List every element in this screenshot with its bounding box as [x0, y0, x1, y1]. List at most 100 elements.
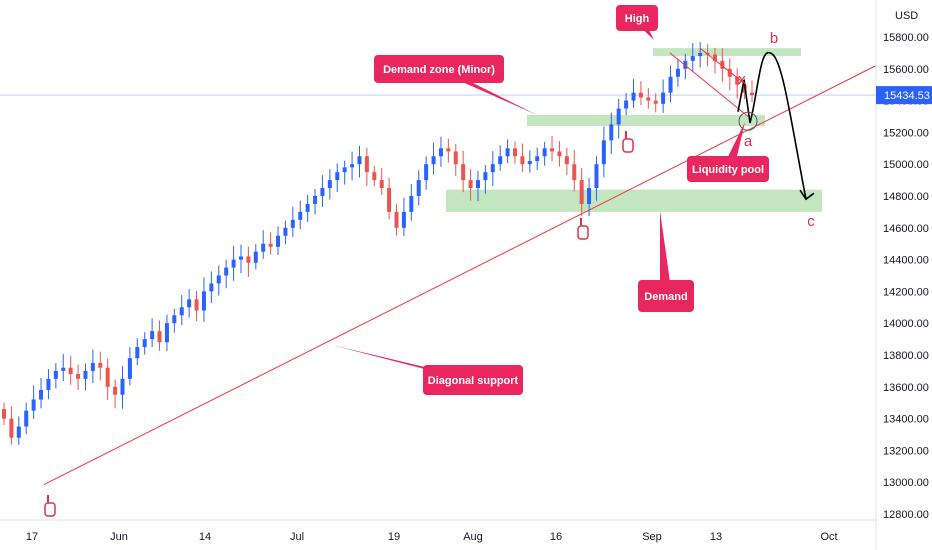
price-tick-label: 14800.00: [883, 191, 929, 203]
candle: [564, 147, 569, 176]
candle: [157, 320, 162, 351]
candle-body: [187, 299, 192, 308]
candle: [16, 416, 21, 445]
candle: [216, 265, 221, 296]
candle: [105, 358, 110, 400]
candle: [187, 289, 192, 318]
candle-body: [261, 243, 266, 252]
candle: [127, 347, 132, 386]
candle: [475, 170, 480, 202]
candle: [461, 150, 466, 193]
candle-body: [461, 164, 466, 181]
liquidity-pool-callout-box: [687, 156, 769, 182]
candle: [609, 112, 614, 155]
price-tick-label: 13000.00: [883, 477, 929, 489]
candle: [253, 244, 258, 270]
candle: [298, 200, 303, 230]
time-tick-label: Jul: [290, 531, 304, 543]
candle: [631, 79, 636, 108]
candle-body: [579, 180, 584, 204]
candle-body: [409, 196, 414, 212]
time-tick-label: 17: [26, 531, 38, 543]
candle-body: [587, 188, 592, 204]
candle: [31, 385, 36, 419]
time-tick-label: Oct: [820, 531, 837, 543]
liquidity-circle: [738, 111, 758, 131]
candle: [335, 163, 340, 193]
candle-body: [483, 172, 488, 181]
projection-arrowhead: [799, 189, 815, 201]
candle: [416, 170, 421, 206]
candle: [120, 365, 125, 409]
candle-body: [475, 180, 480, 189]
candle: [231, 245, 236, 281]
candle-body: [616, 108, 621, 125]
candle: [276, 226, 281, 255]
demand-zone-minor-callout: Demand zone (Minor): [374, 55, 537, 115]
candle-body: [46, 378, 51, 390]
candle: [24, 402, 29, 435]
candle: [690, 43, 695, 72]
candle-body: [675, 68, 680, 77]
wave-a-label: a: [744, 133, 753, 150]
zones-layer: [446, 48, 822, 212]
candle: [179, 294, 184, 326]
last-price-label: 15434.53: [884, 90, 930, 102]
price-axis-unit: USD: [895, 10, 918, 22]
candle-body: [194, 299, 199, 311]
candle: [668, 65, 673, 103]
candle: [327, 169, 332, 200]
candle-body: [238, 256, 243, 260]
candle: [446, 138, 451, 163]
candle: [2, 402, 6, 425]
candle-body: [631, 92, 636, 101]
candle-body: [157, 331, 162, 343]
candle: [83, 363, 88, 391]
candle-body: [401, 211, 406, 228]
minor-demand-zone: [527, 114, 765, 127]
candle: [9, 406, 14, 445]
time-tick-label: 13: [710, 531, 722, 543]
candle-body: [624, 100, 629, 109]
candle-body: [513, 148, 518, 157]
candle-body: [9, 418, 14, 438]
candle: [387, 177, 392, 220]
demand-callout-pointer: [660, 211, 672, 296]
candle-body: [727, 68, 732, 77]
candle: [53, 363, 58, 389]
candle: [409, 184, 414, 221]
candle-body: [313, 196, 318, 204]
candle-body: [127, 358, 132, 379]
candle-body: [416, 180, 421, 196]
price-tick-label: 13600.00: [883, 382, 929, 394]
diagonal-support-line: [43, 65, 877, 486]
candle: [142, 332, 147, 355]
candle-body: [142, 339, 147, 348]
annotation-layer: High Demand zone (Minor) Liquidity pool Dem…: [44, 5, 815, 517]
candle-body: [350, 164, 355, 168]
candle: [76, 364, 81, 390]
candle-body: [276, 235, 281, 247]
price-tick-label: 15600.00: [883, 64, 929, 76]
demand-callout-box: [638, 280, 694, 312]
candle-body: [120, 378, 125, 395]
candle-body: [90, 362, 95, 371]
candle: [675, 59, 680, 87]
time-tick-label: 16: [550, 531, 562, 543]
time-tick-label: Aug: [463, 531, 483, 543]
candle-body: [690, 56, 695, 61]
candle: [201, 277, 206, 322]
candle: [750, 80, 754, 102]
candle-body: [327, 180, 332, 189]
candle: [394, 203, 399, 236]
candle: [646, 88, 651, 109]
candle: [505, 139, 510, 164]
high-zone: [653, 48, 801, 57]
candle-body: [68, 367, 73, 375]
candle-body: [557, 151, 562, 157]
candle-body: [564, 156, 569, 165]
candle: [490, 151, 495, 187]
candle: [320, 175, 325, 207]
